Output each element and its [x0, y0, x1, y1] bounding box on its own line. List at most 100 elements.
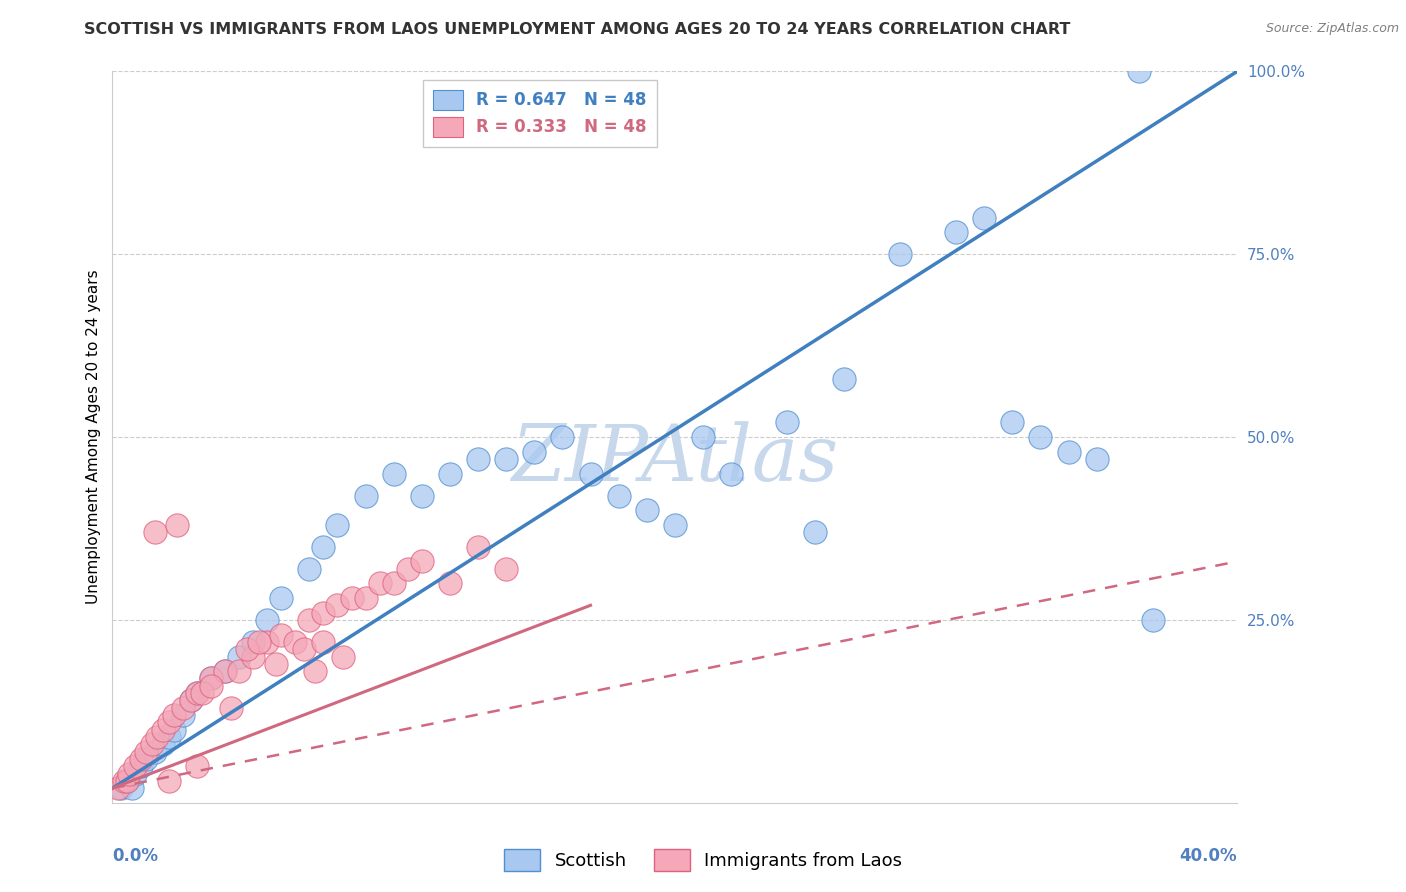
Point	[228, 649, 250, 664]
Point	[467, 540, 489, 554]
Point	[804, 525, 827, 540]
Point	[495, 452, 517, 467]
Point	[304, 664, 326, 678]
Point	[326, 599, 349, 613]
Point	[186, 686, 208, 700]
Point	[523, 444, 546, 458]
Point	[495, 562, 517, 576]
Point	[1128, 64, 1150, 78]
Point	[945, 225, 967, 239]
Point	[180, 693, 202, 707]
Point	[214, 664, 236, 678]
Point	[340, 591, 363, 605]
Point	[121, 781, 143, 796]
Point	[200, 679, 222, 693]
Point	[354, 489, 377, 503]
Point	[163, 708, 186, 723]
Point	[191, 686, 214, 700]
Point	[256, 613, 278, 627]
Point	[200, 672, 222, 686]
Point	[396, 562, 419, 576]
Point	[112, 773, 135, 788]
Point	[107, 781, 129, 796]
Point	[236, 642, 259, 657]
Point	[692, 430, 714, 444]
Point	[298, 613, 321, 627]
Point	[118, 766, 141, 780]
Point	[163, 723, 186, 737]
Point	[200, 672, 222, 686]
Point	[143, 525, 166, 540]
Point	[292, 642, 315, 657]
Text: 0.0%: 0.0%	[112, 847, 159, 864]
Point	[776, 416, 799, 430]
Point	[607, 489, 630, 503]
Point	[312, 635, 335, 649]
Text: ZIPAtlas: ZIPAtlas	[512, 421, 838, 497]
Point	[1029, 430, 1052, 444]
Point	[129, 752, 152, 766]
Point	[270, 627, 292, 641]
Point	[973, 211, 995, 225]
Point	[467, 452, 489, 467]
Text: 40.0%: 40.0%	[1180, 847, 1237, 864]
Point	[270, 591, 292, 605]
Point	[152, 723, 174, 737]
Point	[382, 576, 405, 591]
Legend: R = 0.647   N = 48, R = 0.333   N = 48: R = 0.647 N = 48, R = 0.333 N = 48	[423, 79, 657, 147]
Point	[720, 467, 742, 481]
Point	[141, 737, 163, 751]
Point	[247, 635, 270, 649]
Point	[135, 752, 157, 766]
Text: SCOTTISH VS IMMIGRANTS FROM LAOS UNEMPLOYMENT AMONG AGES 20 TO 24 YEARS CORRELAT: SCOTTISH VS IMMIGRANTS FROM LAOS UNEMPLO…	[84, 22, 1071, 37]
Y-axis label: Unemployment Among Ages 20 to 24 years: Unemployment Among Ages 20 to 24 years	[86, 269, 101, 605]
Point	[186, 759, 208, 773]
Point	[157, 773, 180, 788]
Point	[146, 730, 169, 744]
Point	[1001, 416, 1024, 430]
Point	[832, 371, 855, 385]
Point	[1057, 444, 1080, 458]
Point	[242, 635, 264, 649]
Point	[664, 517, 686, 532]
Point	[439, 467, 461, 481]
Text: Source: ZipAtlas.com: Source: ZipAtlas.com	[1265, 22, 1399, 36]
Point	[124, 759, 146, 773]
Point	[172, 700, 194, 714]
Point	[579, 467, 602, 481]
Point	[135, 745, 157, 759]
Point	[326, 517, 349, 532]
Point	[368, 576, 391, 591]
Point	[166, 517, 188, 532]
Point	[411, 489, 433, 503]
Point	[219, 700, 242, 714]
Point	[284, 635, 307, 649]
Point	[228, 664, 250, 678]
Point	[214, 664, 236, 678]
Point	[312, 606, 335, 620]
Point	[172, 708, 194, 723]
Point	[115, 773, 138, 788]
Point	[551, 430, 574, 444]
Point	[332, 649, 354, 664]
Point	[439, 576, 461, 591]
Point	[157, 715, 180, 730]
Point	[1085, 452, 1108, 467]
Point	[143, 745, 166, 759]
Point	[242, 649, 264, 664]
Point	[110, 781, 132, 796]
Point	[186, 686, 208, 700]
Point	[354, 591, 377, 605]
Point	[264, 657, 287, 671]
Point	[298, 562, 321, 576]
Point	[115, 773, 138, 788]
Point	[382, 467, 405, 481]
Point	[636, 503, 658, 517]
Point	[889, 247, 911, 261]
Point	[256, 635, 278, 649]
Point	[180, 693, 202, 707]
Point	[1142, 613, 1164, 627]
Point	[312, 540, 335, 554]
Point	[157, 730, 180, 744]
Point	[152, 737, 174, 751]
